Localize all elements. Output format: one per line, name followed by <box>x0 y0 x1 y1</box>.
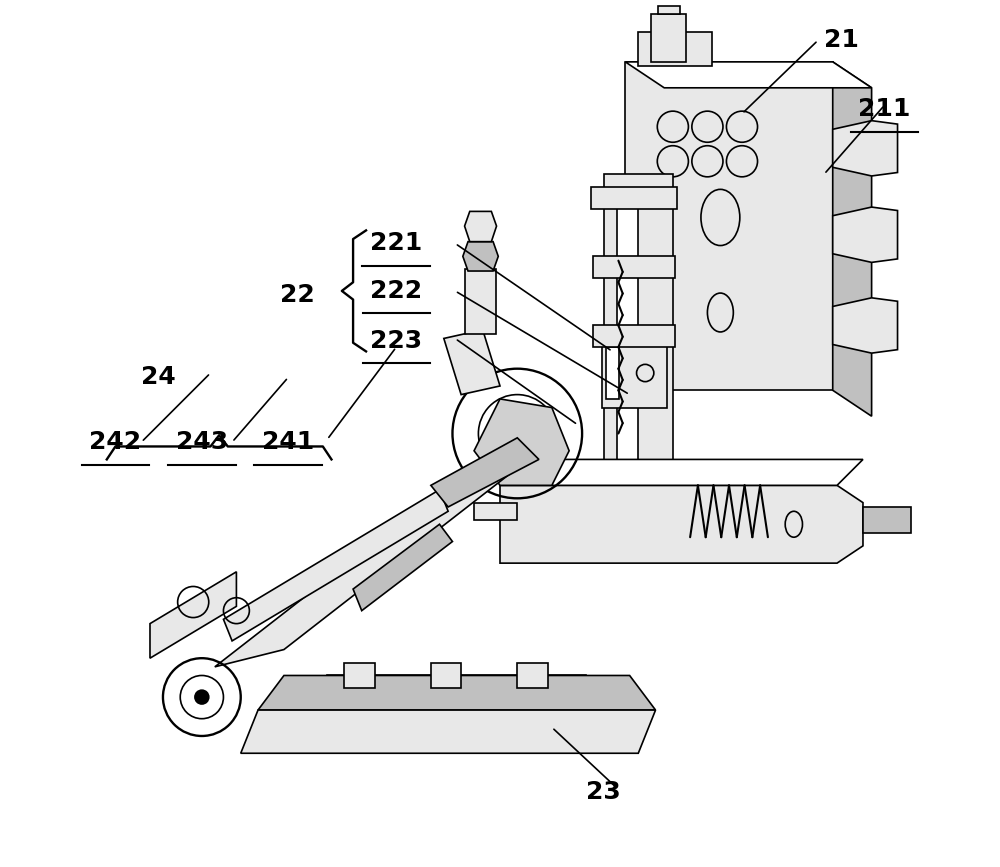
Text: 222: 222 <box>370 279 422 303</box>
Polygon shape <box>625 62 872 88</box>
Polygon shape <box>215 468 517 667</box>
Text: 211: 211 <box>858 97 911 121</box>
Bar <box>625 62 833 390</box>
Bar <box>606 347 619 399</box>
Bar <box>651 15 686 62</box>
Text: 221: 221 <box>370 231 422 256</box>
Polygon shape <box>444 329 500 394</box>
Polygon shape <box>353 525 452 610</box>
Polygon shape <box>500 460 863 486</box>
Polygon shape <box>833 207 898 263</box>
Polygon shape <box>474 399 569 486</box>
Text: 24: 24 <box>141 365 176 389</box>
Polygon shape <box>241 710 656 753</box>
Polygon shape <box>833 121 898 176</box>
Text: 22: 22 <box>280 284 314 307</box>
Polygon shape <box>474 503 517 520</box>
Bar <box>593 257 675 278</box>
Text: 241: 241 <box>262 430 314 454</box>
Text: 242: 242 <box>89 430 141 454</box>
Polygon shape <box>465 212 497 242</box>
Polygon shape <box>150 571 236 658</box>
Bar <box>431 662 461 688</box>
Bar <box>517 662 548 688</box>
Polygon shape <box>833 62 872 416</box>
Bar <box>863 507 911 533</box>
Polygon shape <box>500 486 863 564</box>
Polygon shape <box>258 675 656 710</box>
Bar <box>658 6 680 15</box>
Polygon shape <box>431 438 539 507</box>
Bar <box>344 662 375 688</box>
Bar <box>593 325 675 347</box>
Polygon shape <box>327 675 586 697</box>
Polygon shape <box>833 298 898 353</box>
Bar <box>602 338 667 407</box>
Polygon shape <box>223 490 448 641</box>
Bar <box>465 270 496 334</box>
Polygon shape <box>638 31 712 66</box>
Text: 21: 21 <box>824 29 859 52</box>
Bar <box>591 187 677 209</box>
Polygon shape <box>463 242 498 271</box>
Text: 223: 223 <box>370 329 422 353</box>
Text: 23: 23 <box>586 780 621 805</box>
Text: 243: 243 <box>176 430 228 454</box>
Bar <box>617 192 638 468</box>
Circle shape <box>195 690 209 704</box>
Bar <box>604 174 673 477</box>
